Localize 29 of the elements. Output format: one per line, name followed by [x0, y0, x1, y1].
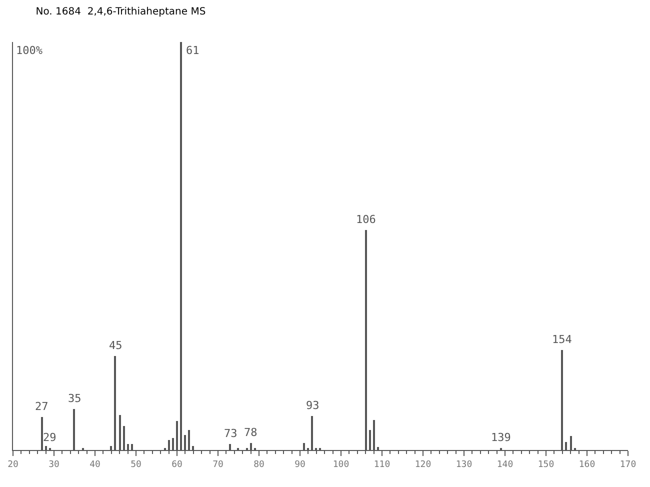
x-tick-label: 70 [212, 460, 224, 470]
x-tick-label: 20 [8, 460, 18, 470]
x-tick-label: 100 [332, 460, 350, 470]
x-tick-label: 140 [496, 460, 514, 470]
annotation: 106 [356, 213, 376, 226]
x-tick-label: 110 [374, 460, 390, 470]
chart-title: No. 1684 2,4,6-Trithiaheptane MS [36, 6, 206, 18]
x-tick-label: 50 [130, 460, 142, 470]
x-tick-label: 160 [578, 460, 596, 470]
annotation: 35 [68, 392, 82, 405]
x-tick-label: 120 [414, 460, 432, 470]
x-tick-label: 80 [254, 460, 264, 470]
x-tick-label: 130 [456, 460, 472, 470]
x-tick-label: 150 [538, 460, 554, 470]
annotation: 93 [306, 399, 320, 412]
x-tick-label: 90 [294, 460, 306, 470]
x-tick-label: 60 [172, 460, 182, 470]
annotation: 45 [109, 339, 122, 352]
annotation: 29 [43, 431, 56, 444]
annotation: 100% [16, 44, 43, 57]
x-tick-label: 40 [90, 460, 100, 470]
annotation: 139 [491, 431, 511, 444]
annotation: 78 [244, 426, 258, 439]
annotation: 73 [224, 427, 238, 440]
x-tick-label: 170 [620, 460, 636, 470]
x-tick-label: 30 [48, 460, 60, 470]
annotation: 27 [35, 400, 48, 413]
annotation: 154 [552, 333, 572, 346]
annotation: 61 [186, 44, 200, 57]
